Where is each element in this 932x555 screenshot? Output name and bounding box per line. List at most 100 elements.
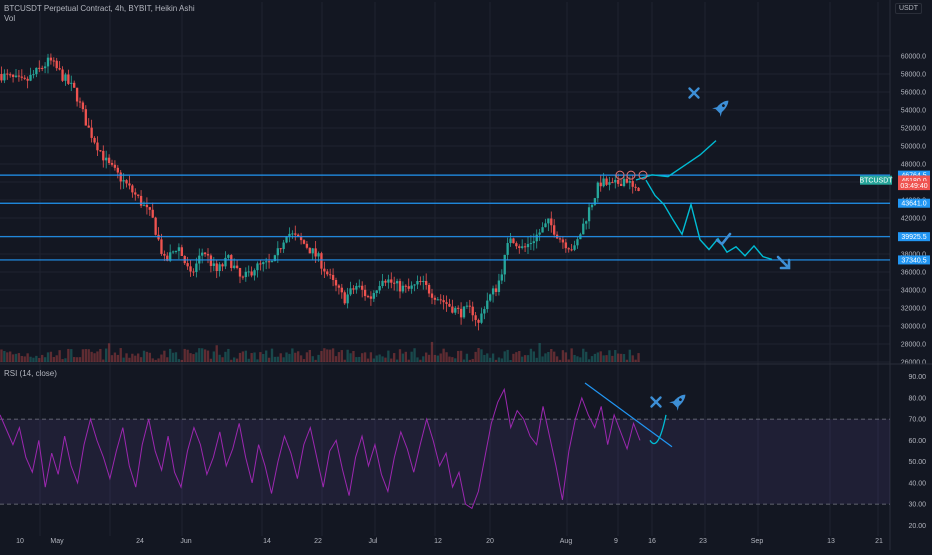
- price-tick-label: 42000.0: [901, 216, 926, 223]
- candle-body: [480, 313, 483, 323]
- volume-bar: [122, 357, 125, 362]
- volume-bar: [73, 357, 76, 362]
- candle-body: [553, 225, 556, 235]
- volume-bar: [355, 357, 358, 362]
- volume-bar: [625, 359, 629, 362]
- volume-bar: [573, 354, 576, 362]
- volume-bar: [299, 355, 303, 362]
- volume-bar: [270, 348, 274, 362]
- candle-body: [558, 238, 562, 240]
- volume-bar: [462, 359, 466, 362]
- price-tick-label: 34000.0: [901, 288, 926, 295]
- candle-body: [139, 195, 143, 206]
- candle-body: [550, 218, 553, 226]
- symbol-price-tag: [860, 175, 892, 185]
- candle-body: [599, 182, 602, 187]
- candle-body: [416, 281, 419, 285]
- volume-bar: [113, 352, 117, 362]
- candle-body: [506, 243, 509, 255]
- rsi-cross-icon: [650, 396, 662, 408]
- time-tick-label: 16: [648, 538, 656, 545]
- candle-body: [459, 308, 463, 318]
- candle-body: [457, 307, 460, 309]
- candle-body: [93, 137, 96, 143]
- volume-bar: [78, 357, 82, 362]
- candle-body: [529, 243, 533, 245]
- volume-bar: [195, 352, 198, 362]
- volume-bar: [35, 355, 38, 362]
- volume-bar: [393, 353, 396, 362]
- price-tick-label: 38000.0: [901, 252, 926, 259]
- volume-bar: [372, 358, 375, 362]
- volume-bar: [46, 352, 50, 362]
- candle-body: [119, 172, 122, 182]
- candle-body: [587, 207, 591, 222]
- candle-body: [509, 238, 512, 244]
- volume-bar: [608, 350, 611, 362]
- candle-body: [329, 274, 332, 276]
- candle-body: [628, 181, 631, 183]
- volume-bar: [294, 352, 297, 362]
- candle-body: [430, 293, 434, 298]
- candle-body: [6, 73, 9, 75]
- volume-bar: [497, 357, 501, 362]
- candle-body: [471, 306, 474, 316]
- rsi-rocket-icon: [669, 394, 686, 411]
- rsi-indicator-label[interactable]: RSI (14, close): [4, 369, 57, 378]
- candle-body: [515, 243, 518, 247]
- volume-bar: [439, 353, 442, 362]
- candle-body: [102, 150, 105, 161]
- candle-body: [256, 263, 259, 271]
- volume-bar: [256, 359, 259, 362]
- volume-bar: [489, 357, 492, 362]
- symbol-title[interactable]: BTCUSDT Perpetual Contract, 4h, BYBIT, H…: [4, 4, 195, 13]
- volume-bar: [64, 358, 67, 362]
- price-tick-label: 56000.0: [901, 90, 926, 97]
- candle-body: [439, 299, 442, 301]
- volume-bar: [311, 356, 314, 362]
- candle-body: [413, 284, 416, 286]
- volume-bar: [477, 348, 480, 362]
- volume-bar: [337, 352, 341, 362]
- time-tick-label: 12: [434, 538, 442, 545]
- volume-bar: [297, 351, 300, 362]
- candle-body: [582, 223, 585, 235]
- volume-bar: [427, 354, 431, 362]
- volume-bar: [317, 354, 320, 362]
- volume-bar: [166, 357, 169, 362]
- volume-bar: [154, 359, 157, 362]
- candle-body: [134, 192, 137, 195]
- candle-body: [35, 67, 38, 75]
- volume-bar: [547, 351, 550, 362]
- candle-body: [454, 307, 457, 313]
- volume-bar: [561, 350, 565, 362]
- candle-body: [538, 232, 541, 235]
- candle-body: [462, 306, 466, 318]
- candle-body: [241, 276, 245, 278]
- candle-body: [605, 178, 608, 185]
- volume-bar: [512, 353, 515, 362]
- volume-bar: [43, 357, 47, 362]
- volume-bar: [532, 351, 535, 362]
- volume-indicator-label[interactable]: Vol: [4, 14, 16, 23]
- candle-body: [401, 285, 405, 292]
- candle-body: [105, 157, 108, 161]
- volume-bar: [381, 356, 384, 362]
- volume-bar: [433, 354, 437, 362]
- candle-body: [512, 238, 515, 244]
- candle-body: [291, 233, 294, 235]
- candle-body: [614, 179, 617, 183]
- time-tick-label: 9: [614, 538, 618, 545]
- current-price-tag: [898, 181, 930, 191]
- volume-bar: [401, 353, 405, 362]
- volume-bar: [3, 350, 6, 362]
- candle-body: [526, 244, 530, 248]
- volume-bar: [90, 351, 93, 362]
- rsi-tick-label: 80.00: [908, 395, 926, 402]
- candle-body: [282, 242, 285, 250]
- time-tick-label: 10: [16, 538, 24, 545]
- price-tick-label: 54000.0: [901, 108, 926, 115]
- candle-body: [602, 178, 605, 187]
